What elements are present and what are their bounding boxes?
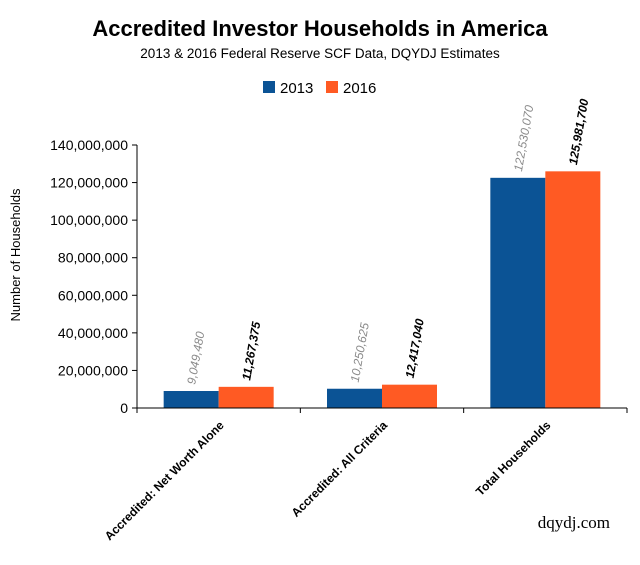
chart-title: Accredited Investor Households in Americ… <box>92 16 548 41</box>
y-tick-label: 60,000,000 <box>58 287 128 303</box>
legend-label-2016: 2016 <box>343 80 376 97</box>
bar-2016 <box>545 171 601 408</box>
data-label: 12,417,040 <box>403 317 427 379</box>
y-tick-label: 0 <box>120 400 128 416</box>
y-tick-label: 140,000,000 <box>50 137 128 153</box>
category-label: Accredited: Net Worth Alone <box>102 418 227 543</box>
y-tick-label: 80,000,000 <box>58 250 128 266</box>
y-tick-label: 100,000,000 <box>50 212 128 228</box>
category-label: Accredited: All Criteria <box>289 418 391 520</box>
legend-swatch-2016 <box>326 81 338 93</box>
legend: 2013 2016 <box>263 80 376 97</box>
data-label: 125,981,700 <box>566 97 591 165</box>
bar-2016 <box>218 386 274 408</box>
data-label: 10,250,625 <box>348 321 372 383</box>
data-label: 9,049,480 <box>184 330 207 385</box>
category-label: Total Households <box>473 418 554 499</box>
legend-label-2013: 2013 <box>280 80 313 97</box>
data-label: 122,530,070 <box>511 104 536 172</box>
watermark: dqydj.com <box>538 513 610 532</box>
bar-2013 <box>163 390 219 408</box>
bar-2013 <box>490 177 546 408</box>
y-axis-label: Number of Households <box>8 188 23 321</box>
bar-2016 <box>382 384 437 408</box>
y-tick-label: 20,000,000 <box>58 362 128 378</box>
y-tick-label: 40,000,000 <box>58 325 128 341</box>
plot-area: 0 20,000,000 40,000,000 60,000,000 80,000,00… <box>50 97 628 543</box>
bar-2013 <box>327 388 382 408</box>
chart-subtitle: 2013 & 2016 Federal Reserve SCF Data, DQ… <box>140 46 500 61</box>
legend-swatch-2013 <box>263 81 275 93</box>
y-tick-label: 120,000,000 <box>50 175 128 191</box>
data-label: 11,267,375 <box>239 320 263 381</box>
